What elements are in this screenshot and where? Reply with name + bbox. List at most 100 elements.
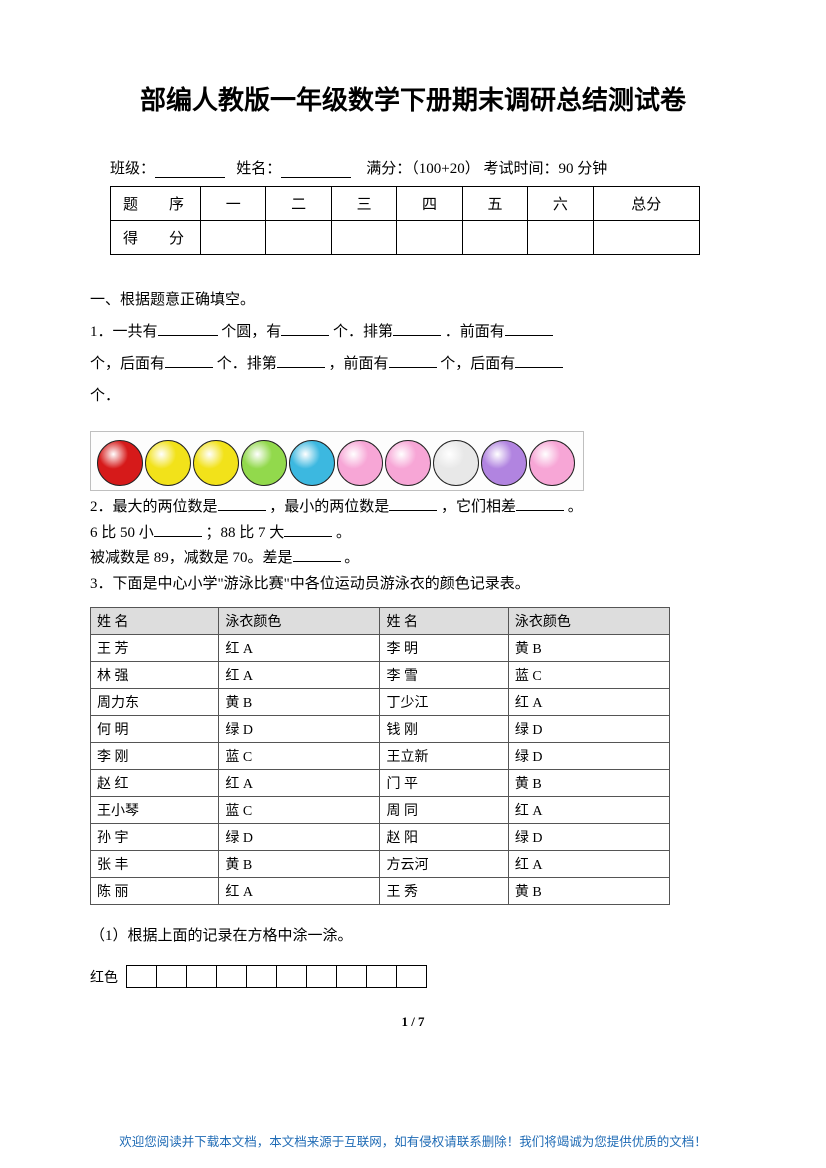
circle-shape bbox=[193, 440, 239, 486]
grid-cell bbox=[247, 966, 277, 988]
table-cell: 陈 丽 bbox=[91, 878, 219, 905]
fill-blank bbox=[505, 321, 553, 336]
table-cell: 蓝 C bbox=[219, 797, 380, 824]
table-cell: 黄 B bbox=[219, 689, 380, 716]
grid-cell bbox=[397, 966, 427, 988]
circle-shape bbox=[433, 440, 479, 486]
grid-cell bbox=[277, 966, 307, 988]
q1-text: 个．排第 bbox=[333, 324, 393, 340]
q1-text: ．前面有 bbox=[445, 324, 505, 340]
table-cell: 何 明 bbox=[91, 716, 219, 743]
circle-shape bbox=[481, 440, 527, 486]
score-cell: 三 bbox=[331, 187, 396, 221]
fill-blank bbox=[218, 496, 266, 511]
table-row: 张 丰黄 B方云河红 A bbox=[91, 851, 670, 878]
full-value: （100+20） bbox=[411, 161, 479, 177]
q2-text: 2．最大的两位数是 bbox=[90, 499, 218, 515]
table-cell: 王小琴 bbox=[91, 797, 219, 824]
table-cell: 方云河 bbox=[380, 851, 508, 878]
grid-cell bbox=[307, 966, 337, 988]
section1-heading: 一、根据题意正确填空。 bbox=[90, 285, 736, 315]
table-row: 周力东黄 B丁少江红 A bbox=[91, 689, 670, 716]
table-cell: 红 A bbox=[219, 770, 380, 797]
table-cell: 周 同 bbox=[380, 797, 508, 824]
score-cell: 得 分 bbox=[111, 221, 201, 255]
class-blank bbox=[155, 162, 225, 178]
score-header-row: 题 序 一 二 三 四 五 六 总分 bbox=[111, 187, 700, 221]
q2-text: ，它们相差 bbox=[441, 499, 516, 515]
score-cell: 四 bbox=[397, 187, 462, 221]
time-label: 考试时间： bbox=[484, 161, 559, 177]
table-cell: 绿 D bbox=[219, 824, 380, 851]
table-row: 何 明绿 D钱 刚绿 D bbox=[91, 716, 670, 743]
score-cell: 五 bbox=[462, 187, 527, 221]
table-cell: 红 A bbox=[219, 662, 380, 689]
q1-text: 个，后面有 bbox=[440, 356, 515, 372]
q1-text: 1．一共有 bbox=[90, 324, 158, 340]
table-row: 赵 红红 A门 平黄 B bbox=[91, 770, 670, 797]
q1-line2: 个，后面有 个．排第 ，前面有 个，后面有 bbox=[90, 349, 736, 379]
table-cell: 蓝 C bbox=[219, 743, 380, 770]
score-cell bbox=[462, 221, 527, 255]
score-table: 题 序 一 二 三 四 五 六 总分 得 分 bbox=[110, 186, 700, 255]
table-header-cell: 泳衣颜色 bbox=[508, 608, 669, 635]
grid-cells bbox=[127, 966, 427, 988]
q2-line3: 被减数是 89，减数是 70。差是 。 bbox=[90, 546, 736, 572]
table-row: 王 芳红 A李 明黄 B bbox=[91, 635, 670, 662]
q2-line1: 2．最大的两位数是 ，最小的两位数是 ，它们相差 。 bbox=[90, 495, 736, 521]
fill-blank bbox=[284, 522, 332, 537]
circle-shape bbox=[97, 440, 143, 486]
swim-table: 姓 名泳衣颜色姓 名泳衣颜色王 芳红 A李 明黄 B林 强红 A李 雪蓝 C周力… bbox=[90, 607, 670, 905]
table-cell: 红 A bbox=[219, 878, 380, 905]
q2-text: 被减数是 89，减数是 70。差是 bbox=[90, 550, 293, 566]
table-cell: 红 A bbox=[508, 689, 669, 716]
score-cell bbox=[331, 221, 396, 255]
table-cell: 红 A bbox=[508, 851, 669, 878]
table-cell: 绿 D bbox=[219, 716, 380, 743]
fill-blank bbox=[393, 321, 441, 336]
grid-cell bbox=[187, 966, 217, 988]
q2-line2: 6 比 50 小 ；88 比 7 大 。 bbox=[90, 521, 736, 547]
page-number: 1 / 7 bbox=[90, 1014, 736, 1030]
q1-text: 个圆，有 bbox=[221, 324, 281, 340]
q2-text: ，最小的两位数是 bbox=[269, 499, 389, 515]
table-cell: 绿 D bbox=[508, 824, 669, 851]
class-label: 班级： bbox=[110, 161, 155, 177]
table-cell: 蓝 C bbox=[508, 662, 669, 689]
grid-cell bbox=[127, 966, 157, 988]
table-cell: 王 秀 bbox=[380, 878, 508, 905]
table-cell: 钱 刚 bbox=[380, 716, 508, 743]
fill-blank bbox=[515, 353, 563, 368]
circle-shape bbox=[385, 440, 431, 486]
grid-cell bbox=[157, 966, 187, 988]
q3-intro: 3．下面是中心小学"游泳比赛"中各位运动员游泳衣的颜色记录表。 bbox=[90, 572, 736, 598]
circle-shape bbox=[337, 440, 383, 486]
circle-shape bbox=[289, 440, 335, 486]
table-cell: 李 明 bbox=[380, 635, 508, 662]
grid-cell bbox=[217, 966, 247, 988]
fill-blank bbox=[516, 496, 564, 511]
table-cell: 赵 阳 bbox=[380, 824, 508, 851]
grid-cell bbox=[367, 966, 397, 988]
score-cell: 题 序 bbox=[111, 187, 201, 221]
table-cell: 李 雪 bbox=[380, 662, 508, 689]
score-cell bbox=[593, 221, 699, 255]
circle-shape bbox=[145, 440, 191, 486]
table-header-cell: 姓 名 bbox=[91, 608, 219, 635]
q1-line1: 1．一共有 个圆，有 个．排第 ．前面有 bbox=[90, 317, 736, 347]
grid-table bbox=[126, 965, 427, 988]
table-cell: 绿 D bbox=[508, 743, 669, 770]
table-row: 李 刚蓝 C王立新绿 D bbox=[91, 743, 670, 770]
name-label: 姓名： bbox=[236, 161, 281, 177]
info-line: 班级： 姓名： 满分：（100+20） 考试时间：90 分钟 bbox=[90, 157, 736, 178]
table-cell: 林 强 bbox=[91, 662, 219, 689]
table-cell: 绿 D bbox=[508, 716, 669, 743]
footer-text: 欢迎您阅读并下载本文档，本文档来源于互联网，如有侵权请联系删除！我们将竭诚为您提… bbox=[0, 1131, 826, 1150]
fill-blank bbox=[154, 522, 202, 537]
table-cell: 丁少江 bbox=[380, 689, 508, 716]
table-cell: 赵 红 bbox=[91, 770, 219, 797]
fill-blank bbox=[389, 353, 437, 368]
q1-text: ，前面有 bbox=[329, 356, 389, 372]
table-row: 陈 丽红 A王 秀黄 B bbox=[91, 878, 670, 905]
table-cell: 黄 B bbox=[508, 635, 669, 662]
